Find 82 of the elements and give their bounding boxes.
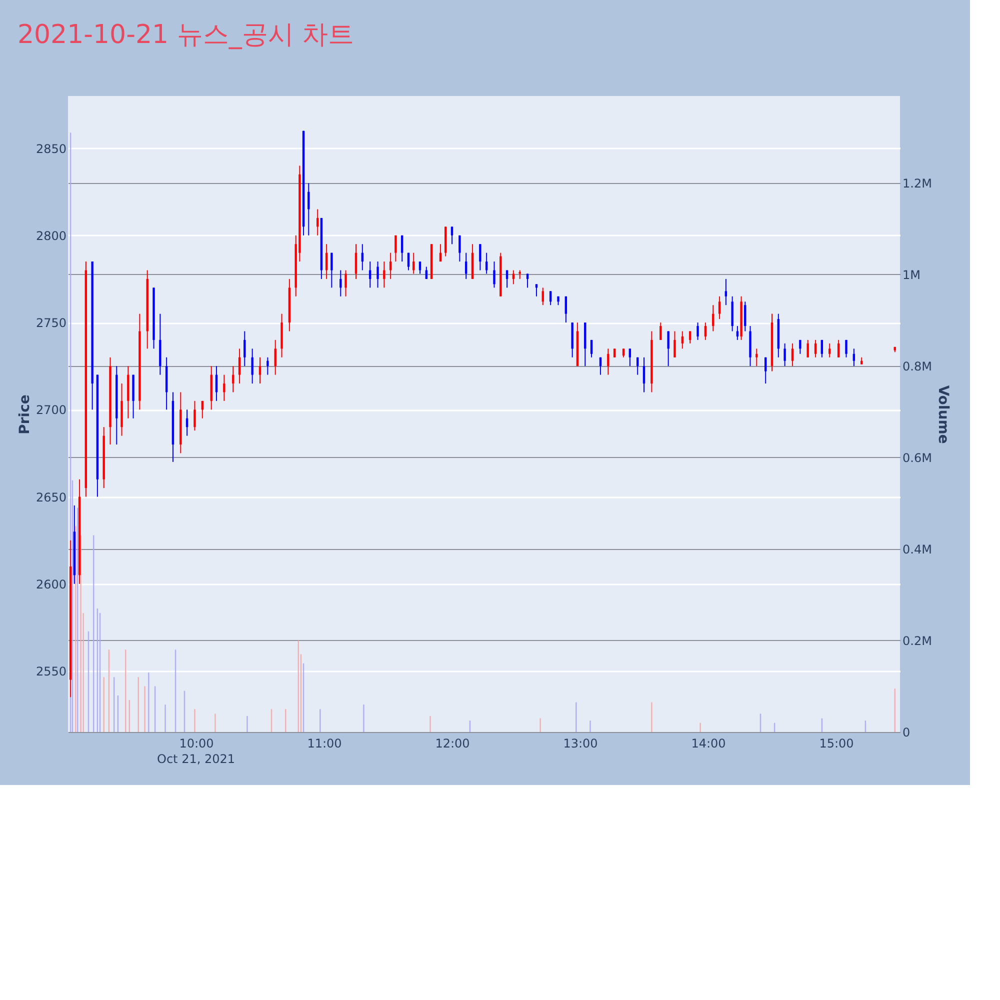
y-tick-label: 2800 (36, 228, 66, 243)
candlestick (628, 348, 632, 367)
candlestick (674, 330, 676, 358)
candlestick (590, 339, 593, 358)
candlestick (814, 339, 817, 358)
candlestick (704, 322, 707, 340)
candlestick (526, 273, 529, 288)
y2-tick-label: 0.6M (902, 450, 932, 465)
candlestick (681, 330, 684, 350)
candlestick (828, 342, 831, 358)
x-tick-label: 13:00 (563, 736, 598, 750)
candlestick (799, 339, 802, 354)
candlestick (660, 322, 662, 340)
candlestick (791, 342, 794, 367)
candlestick (238, 348, 241, 384)
candlestick (266, 356, 269, 376)
x-tick-label: 11:00 (307, 736, 342, 750)
candlestick (837, 339, 840, 358)
candlestick (458, 234, 461, 262)
candlestick (464, 252, 468, 280)
candlestick (330, 252, 333, 288)
candlestick (344, 270, 347, 297)
y-tick-label: 2600 (36, 577, 66, 592)
y2-tick-label: 0.8M (902, 359, 932, 374)
candlestick (806, 339, 809, 358)
y-axis-title: Price (16, 394, 33, 434)
candlestick (852, 348, 856, 367)
candlestick (535, 284, 538, 297)
x-tick-label: 14:00 (691, 736, 726, 750)
candlestick (493, 261, 496, 288)
candlestick (764, 356, 767, 384)
candlestick (688, 330, 692, 344)
x-tick-label: 10:00 (179, 736, 214, 750)
x-tick-label: 15:00 (819, 736, 854, 750)
candlestick (845, 339, 848, 358)
candlestick (383, 261, 386, 288)
candlestick (667, 330, 670, 367)
candlestick (642, 356, 646, 393)
candlestick (194, 400, 196, 432)
candlestick (512, 270, 515, 285)
candlestick (607, 348, 610, 376)
candlestick (425, 266, 428, 280)
candlestick (506, 270, 508, 288)
y-tick-label: 2750 (36, 316, 66, 330)
candlestick (368, 261, 372, 288)
candlestick (394, 234, 397, 262)
chart-title: 2021-10-21 뉴스_공시 차트 (17, 20, 354, 50)
y2-tick-label: 0 (902, 726, 910, 740)
candlestick (251, 348, 254, 384)
candlestick (718, 296, 721, 320)
candlestick (223, 374, 226, 402)
candlestick (724, 278, 728, 306)
candlestick (308, 182, 310, 236)
y2-tick-label: 0.4M (902, 542, 932, 556)
candlestick (784, 342, 786, 367)
y-tick-label: 2850 (36, 142, 66, 156)
y2-tick-label: 1.2M (902, 176, 932, 190)
candlestick (244, 330, 246, 367)
candlestick (820, 339, 824, 358)
candlestick (400, 234, 404, 262)
candlestick (376, 261, 379, 288)
y-tick-label: 2700 (36, 403, 66, 418)
text: Oct 21, 2021 (157, 752, 235, 766)
x-tick-label: 12:00 (435, 736, 470, 750)
candlestick (564, 296, 568, 324)
y2-tick-label: 1M (902, 268, 920, 282)
candlestick (696, 322, 699, 340)
y2-tick-label: 0.2M (902, 634, 932, 648)
candlestick (712, 304, 714, 332)
candlestick (274, 339, 276, 376)
candlestick (736, 326, 739, 340)
candlestick (542, 287, 544, 306)
candlestick (549, 290, 552, 306)
y-tick-label: 2650 (36, 490, 66, 504)
candlestick (479, 244, 482, 271)
candlestick (407, 252, 410, 271)
y-tick-label: 2550 (36, 664, 66, 679)
candlestick (756, 348, 758, 367)
candlestick (450, 226, 454, 245)
candlestick (744, 301, 746, 332)
candlestick (258, 356, 262, 384)
y2-axis-title: Volume (934, 385, 951, 444)
